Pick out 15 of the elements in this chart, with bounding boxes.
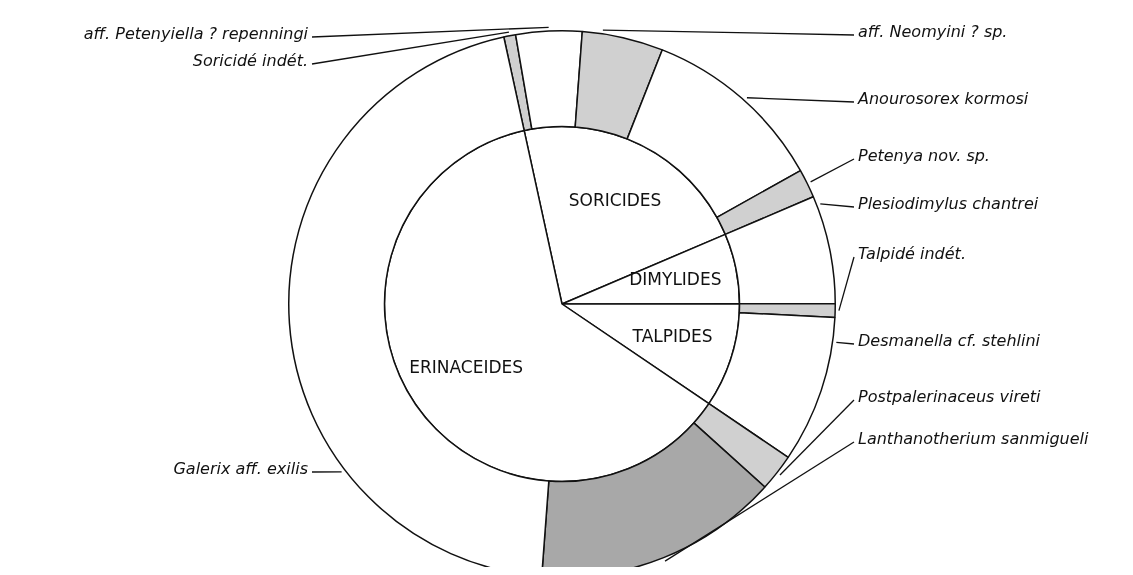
slice-label: DIMYLIDES — [629, 269, 722, 290]
slice-label: TALPIDES — [631, 326, 713, 347]
slice-label: Soricidé indét. — [192, 51, 308, 71]
slice-label: Postpalerinaceus vireti — [858, 387, 1042, 407]
slice-label: Desmanella cf. stehlini — [858, 331, 1041, 351]
slice-label: ERINACEIDES — [409, 357, 524, 378]
slice-label: Anourosorex kormosi — [857, 89, 1029, 109]
slice-label: Talpidé indét. — [858, 244, 966, 264]
slice-label: aff. Petenyiella ? repenningi — [83, 24, 309, 44]
slice-label: Lanthanotherium sanmigueli — [858, 429, 1089, 449]
slice-label: aff. Neomyini ? sp. — [858, 22, 1008, 42]
slice-label: Plesiodimylus chantrei — [858, 194, 1039, 214]
slice-label: SORICIDES — [568, 189, 662, 210]
slice-label: Petenya nov. sp. — [858, 146, 990, 166]
slice-label: Galerix aff. exilis — [173, 459, 308, 479]
